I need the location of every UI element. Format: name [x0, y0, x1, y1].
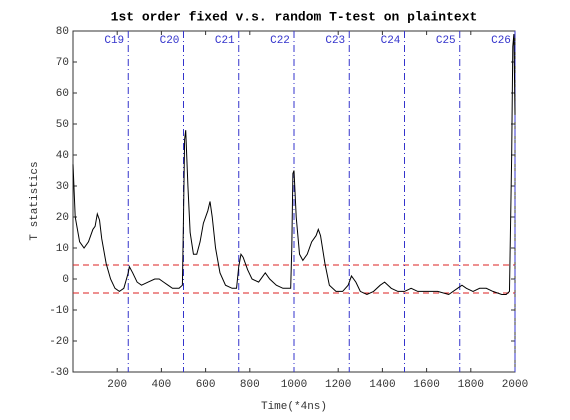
y-tick-label: -10 — [49, 305, 69, 317]
cycle-label: C24 — [381, 35, 401, 47]
x-tick-label: 2000 — [502, 379, 528, 391]
x-tick-label: 600 — [196, 379, 216, 391]
cycle-label: C26 — [491, 35, 511, 47]
x-axis-label: Time(*4ns) — [261, 401, 327, 413]
x-tick-label: 1400 — [369, 379, 395, 391]
y-tick-label: -20 — [49, 336, 69, 348]
y-tick-label: 40 — [56, 150, 69, 162]
y-tick-label: -30 — [49, 367, 69, 379]
cycle-label: C20 — [160, 35, 180, 47]
cycle-label: C23 — [325, 35, 345, 47]
cycle-label: C22 — [270, 35, 290, 47]
x-tick-label: 1600 — [413, 379, 439, 391]
y-tick-label: 50 — [56, 119, 69, 131]
y-tick-label: 0 — [62, 274, 69, 286]
y-tick-label: 10 — [56, 243, 69, 255]
data-line — [72, 34, 516, 296]
cycle-label: C21 — [215, 35, 235, 47]
x-tick-label: 400 — [151, 379, 171, 391]
x-tick-label: 200 — [107, 379, 127, 391]
x-tick-label: 1200 — [325, 379, 351, 391]
x-tick-label: 1800 — [458, 379, 484, 391]
y-tick-label: 70 — [56, 57, 69, 69]
y-tick-label: 80 — [56, 26, 69, 38]
cycle-label: C19 — [104, 35, 124, 47]
chart-title: 1st order fixed v.s. random T-test on pl… — [111, 9, 478, 24]
y-tick-label: 20 — [56, 212, 69, 224]
y-axis-label: T statistics — [29, 161, 41, 240]
y-tick-label: 30 — [56, 181, 69, 193]
cycle-label: C25 — [436, 35, 456, 47]
x-tick-label: 800 — [240, 379, 260, 391]
y-tick-label: 60 — [56, 88, 69, 100]
x-tick-label: 1000 — [281, 379, 307, 391]
